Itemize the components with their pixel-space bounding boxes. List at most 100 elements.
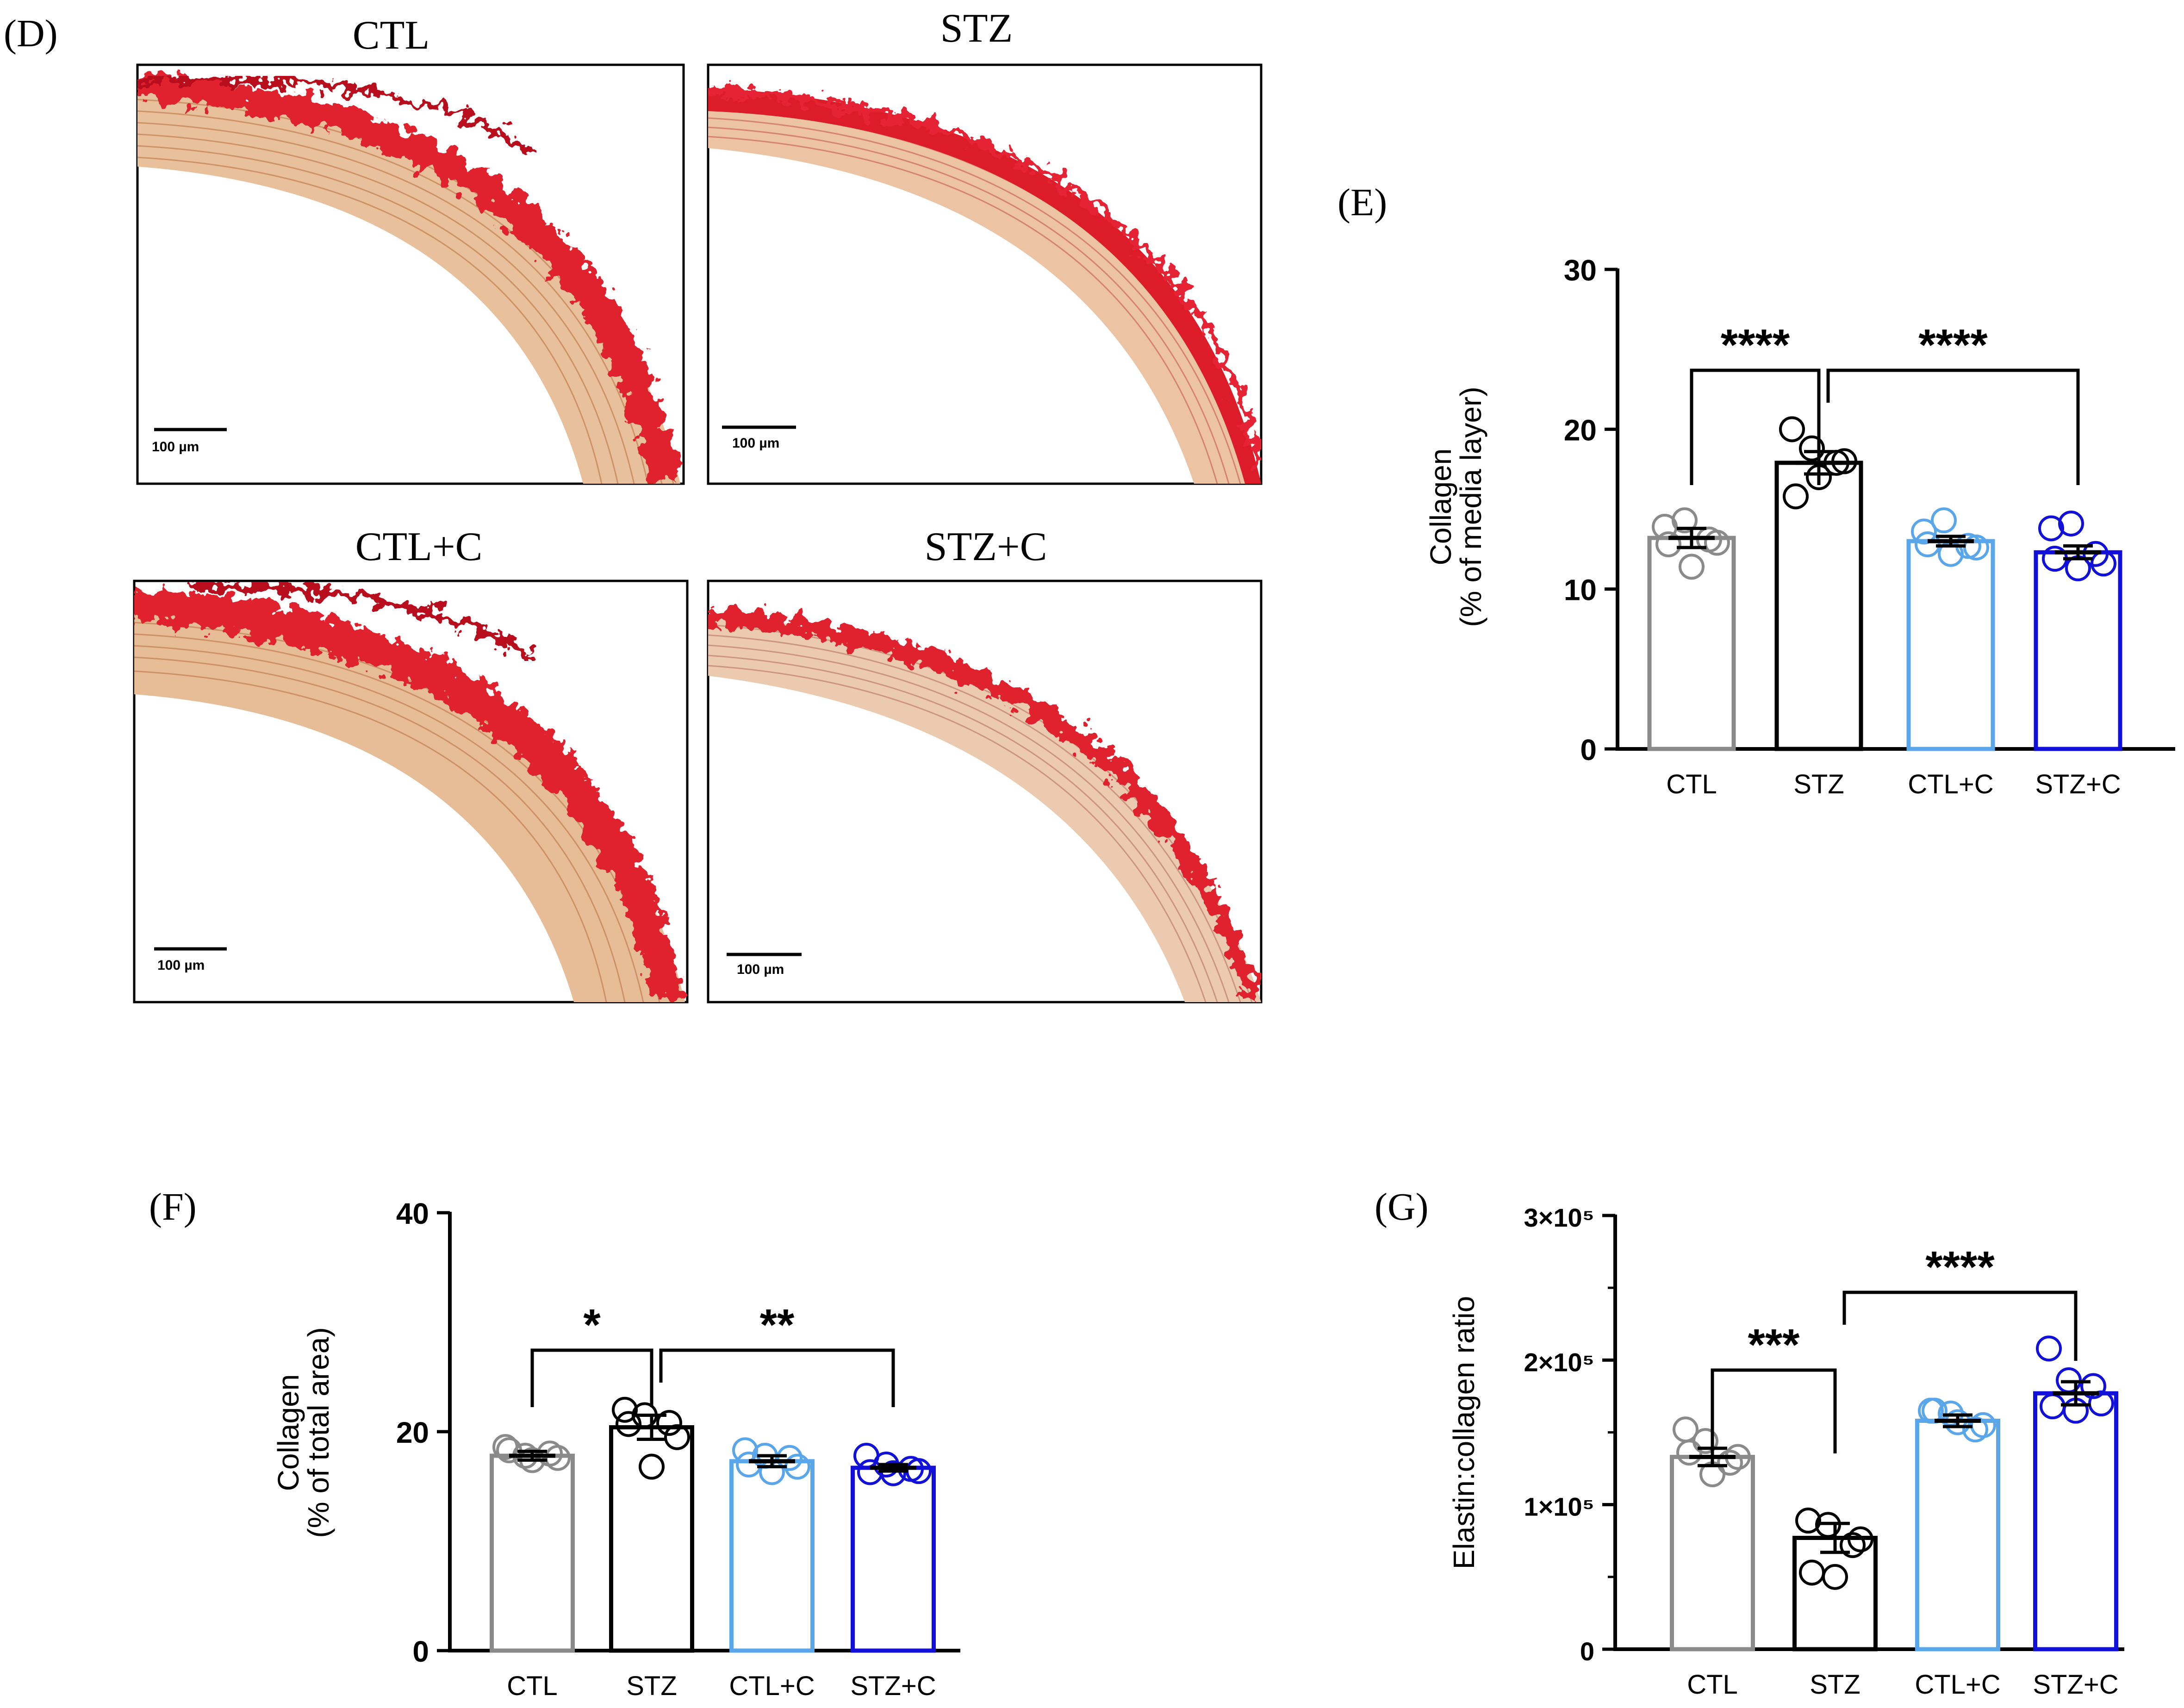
data-point (612, 1396, 638, 1423)
data-point (1799, 435, 1825, 461)
data-point (2036, 1335, 2062, 1362)
data-point (1655, 531, 1681, 557)
bar-ctl (490, 1453, 575, 1653)
tissue-adventitia (134, 588, 685, 1002)
micrograph-title-ctl-c: CTL+C (355, 524, 483, 569)
significance-bracket (659, 1348, 895, 1407)
panel-label-d: (D) (4, 12, 58, 55)
data-point (1915, 531, 1941, 557)
chart-e: 0 10 20 30 Collagen(% of media layer) CTL STZ C… (1424, 254, 2175, 799)
micrograph-title-stz: STZ (940, 6, 1013, 51)
y-axis-label: Collagen (272, 1374, 305, 1491)
tissue-section (134, 581, 685, 1002)
significance-label: ** (760, 1300, 795, 1350)
tissue-section (708, 86, 1261, 484)
significance-bracket (530, 1348, 653, 1407)
x-tick-label: STZ+C (2033, 1670, 2118, 1700)
data-point (2038, 515, 2064, 542)
significance-label: * (583, 1300, 601, 1350)
y-tick-label: 20 (396, 1416, 429, 1449)
bar-stz (1792, 1536, 1878, 1652)
significance-label: **** (1925, 1242, 1995, 1292)
data-point (1822, 1564, 1848, 1590)
y-tick-label: 10 (1564, 573, 1597, 607)
y-tick-label: 0 (1580, 733, 1597, 767)
scale-bar-label: 100 µm (157, 958, 205, 973)
data-point (656, 1410, 682, 1436)
data-point (1783, 483, 1809, 510)
data-point (1676, 1440, 1702, 1466)
y-tick-label: 0 (1580, 1637, 1594, 1666)
data-point (777, 1445, 803, 1471)
x-tick-label: CTL (1666, 769, 1717, 799)
micrograph-title-ctl: CTL (353, 13, 429, 58)
bar-ctl (1647, 536, 1736, 751)
micrograph-grid: CTL STZ CTL+C STZ+C 100 µm (133, 6, 1263, 1004)
data-point (1840, 1532, 1866, 1558)
data-point (1911, 518, 1937, 545)
data-point (1970, 1412, 1996, 1438)
panel-label-g: (G) (1375, 1185, 1429, 1228)
data-point (1795, 1508, 1821, 1534)
y-tick-label: 30 (1564, 254, 1597, 287)
y-tick-label: 0 (412, 1635, 429, 1668)
x-tick-label: STZ (626, 1671, 677, 1701)
data-point (1679, 554, 1705, 580)
x-tick-label: CTL+C (729, 1671, 815, 1701)
micrograph-stz: 100 µm (707, 63, 1263, 485)
significance-label: *** (1748, 1320, 1800, 1370)
micrograph-title-stz-c: STZ+C (925, 524, 1047, 569)
y-axis-label: Elastin:collagen ratio (1447, 1296, 1481, 1570)
data-point (616, 1411, 641, 1437)
x-tick-label: STZ (1793, 769, 1844, 799)
tissue-section (708, 609, 1261, 1002)
data-point (2080, 1373, 2106, 1399)
scale-bar-label: 100 µm (732, 436, 779, 451)
data-point (732, 1437, 758, 1464)
significance-bracket (1826, 368, 2080, 485)
data-point (1672, 507, 1698, 534)
data-point (736, 1451, 762, 1477)
data-point (664, 1424, 690, 1450)
x-tick-label: STZ+C (2035, 769, 2121, 799)
x-tick-label: STZ (1810, 1670, 1860, 1700)
tissue-adventitia (708, 609, 1261, 1002)
data-point (2040, 1393, 2066, 1420)
tissue-media-layer (134, 611, 685, 1002)
data-point (545, 1445, 571, 1471)
panel-label-e: (E) (1338, 181, 1387, 224)
y-tick-label: 20 (1564, 413, 1597, 447)
bar-stz-plus-c (2033, 1391, 2118, 1652)
micrograph-stz-c: 100 µm (707, 580, 1263, 1004)
tissue-section (137, 74, 680, 484)
bar-stz-plus-c (2034, 550, 2122, 751)
scale-bar-label: 100 µm (737, 962, 784, 977)
significance-bracket (1690, 368, 1821, 485)
bar-ctl-plus-c (729, 1459, 815, 1653)
chart-g: 0 1×10⁵ 2×10⁵ 3×10⁵ Elastin:collagen ratio CT… (1447, 1203, 2124, 1700)
data-point (639, 1453, 665, 1480)
x-tick-label: STZ+C (850, 1671, 936, 1701)
bar-stz-plus-c (851, 1465, 936, 1653)
scale-bar-label: 100 µm (152, 439, 199, 455)
chart-f: 0 20 40 Collagen(% of total area) CTL STZ CTL+… (272, 1197, 960, 1701)
panel-label-f: (F) (149, 1185, 197, 1228)
y-axis-label-line2: (% of media layer) (1454, 386, 1487, 627)
y-tick-label: 1×10⁵ (1524, 1492, 1594, 1521)
tissue-adventitia (708, 88, 1261, 484)
data-point (1704, 530, 1730, 556)
y-axis-label: Collagen (1424, 449, 1457, 566)
data-point (2058, 511, 2084, 537)
significance-label: **** (1721, 320, 1790, 370)
x-tick-label: CTL (1687, 1670, 1738, 1700)
data-point (1931, 507, 1957, 534)
bar-ctl-plus-c (1906, 539, 1995, 751)
tissue-adventitia (137, 74, 680, 484)
significance-label: **** (1918, 320, 1988, 370)
x-tick-label: CTL (507, 1671, 558, 1701)
bar-ctl-plus-c (1915, 1419, 2000, 1652)
x-tick-label: CTL+C (1915, 1670, 2000, 1700)
y-tick-label: 2×10⁵ (1524, 1347, 1594, 1377)
data-point (2091, 550, 2116, 577)
